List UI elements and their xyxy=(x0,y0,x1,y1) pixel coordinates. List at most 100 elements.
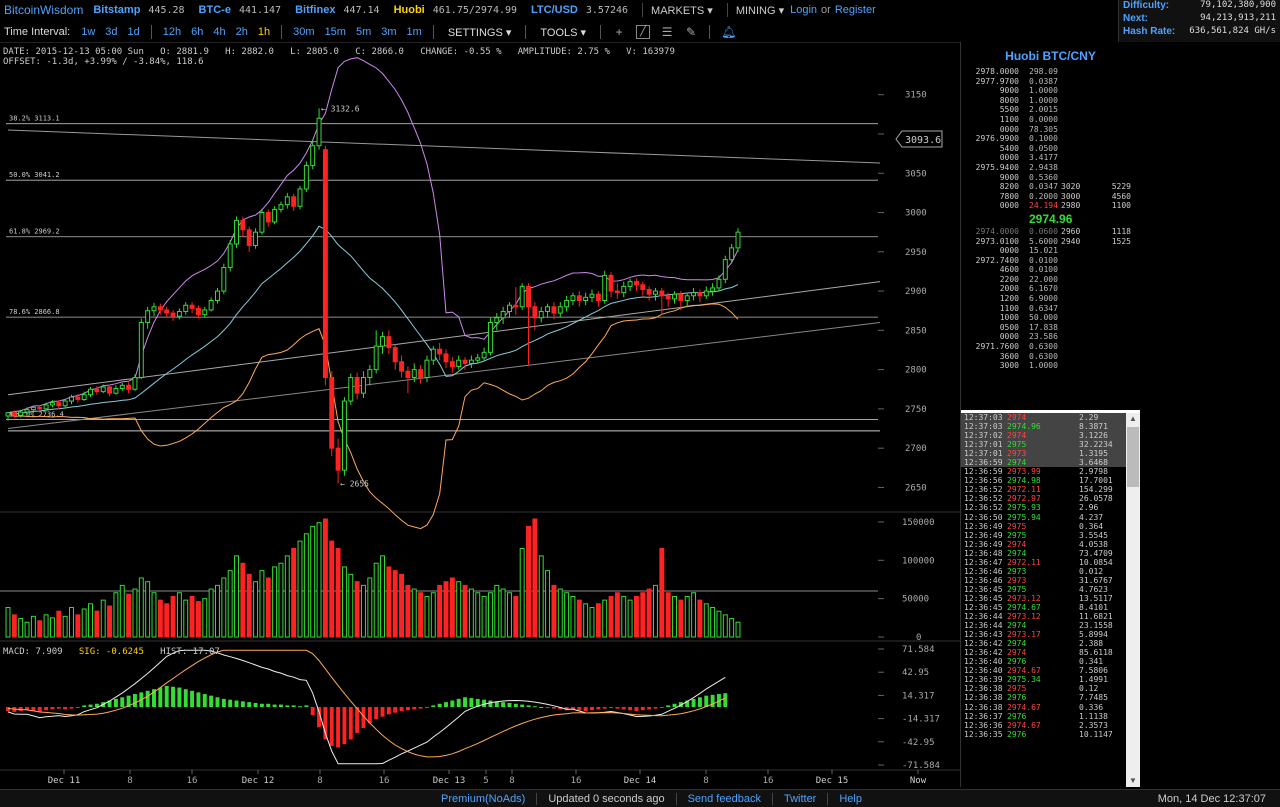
market-ltc-usd[interactable]: LTC/USD 3.57246 xyxy=(531,4,628,16)
tools-menu[interactable]: TOOLS ▾ xyxy=(540,26,587,39)
twitter-link[interactable]: Twitter xyxy=(783,792,817,805)
interval-1w[interactable]: 1w xyxy=(81,26,96,38)
trade-time: 12:36:46 xyxy=(964,566,1003,576)
macd-hist-bar xyxy=(672,703,677,707)
candle-body xyxy=(468,359,474,364)
interval-3d[interactable]: 3d xyxy=(105,26,118,38)
order-price: 9000 xyxy=(999,172,1019,182)
order-book-mid-price: 2974.96 xyxy=(1029,211,1073,226)
difficulty-label: Difficulty: xyxy=(1123,0,1170,11)
volume-bar xyxy=(462,584,468,638)
interval-1h[interactable]: 1h xyxy=(257,26,271,38)
depth-amount xyxy=(1101,284,1131,294)
candle-body xyxy=(621,285,627,294)
candle-body xyxy=(722,259,728,280)
trade-time: 12:36:36 xyxy=(964,720,1003,730)
market-name[interactable]: LTC/USD xyxy=(531,4,578,16)
order-book-row: 0000 3.4177 xyxy=(961,153,1140,163)
interval-30m[interactable]: 30m xyxy=(293,26,315,38)
update-status: Updated 0 seconds ago xyxy=(548,792,665,805)
order-book-row: 0500 17.838 xyxy=(961,323,1140,333)
volume-bar xyxy=(5,607,11,638)
order-price: 9000 xyxy=(999,86,1019,96)
feedback-link[interactable]: Send feedback xyxy=(687,792,761,805)
trade-row: 12:36:40 2976 0.341 xyxy=(961,657,1140,666)
market-huobi[interactable]: Huobi 461.75/2974.99 xyxy=(394,4,517,16)
scroll-up-icon[interactable]: ▲ xyxy=(1129,414,1137,423)
parallel-lines-icon[interactable]: ☰ xyxy=(661,25,673,39)
volume-bar xyxy=(684,595,690,638)
chart-canvas[interactable]: 3150310030503000295029002850280027502700… xyxy=(0,43,960,788)
trade-price: 2974.67 xyxy=(1007,720,1041,730)
trend-line xyxy=(7,129,881,164)
depth-amount xyxy=(1101,352,1131,362)
site-logo[interactable]: BitcoinWisdom xyxy=(4,3,84,17)
volume-bar xyxy=(81,608,87,638)
depth-amount xyxy=(1101,294,1131,304)
order-book-title[interactable]: Huobi BTC/CNY xyxy=(1005,49,1096,63)
macd-tick-label: -14.317 xyxy=(902,715,940,725)
candle-body xyxy=(354,376,360,394)
settings-menu[interactable]: SETTINGS ▾ xyxy=(447,26,512,39)
scroll-down-icon[interactable]: ▼ xyxy=(1129,776,1137,785)
order-book-row: 0000 23.586 xyxy=(961,332,1140,342)
volume-bar xyxy=(437,584,443,638)
login-link[interactable]: Login xyxy=(790,4,818,16)
interval-1d[interactable]: 1d xyxy=(127,26,140,38)
interval-2h[interactable]: 2h xyxy=(235,26,248,38)
candle-info-line2: OFFSET: -1.3d, +3.99% / -3.84%, 118.6 xyxy=(3,57,204,67)
macd-hist-bar xyxy=(577,707,582,711)
depth-price xyxy=(1061,304,1101,314)
trade-scrollbar[interactable]: ▲ ▼ xyxy=(1126,413,1140,787)
interval-12h[interactable]: 12h xyxy=(162,26,182,38)
macd-hist-bar xyxy=(609,707,614,708)
interval-5m[interactable]: 5m xyxy=(355,26,372,38)
interval-6h[interactable]: 6h xyxy=(191,26,204,38)
trade-row: 12:36:59 2974 3.6468 xyxy=(961,458,1140,468)
price-chart[interactable]: 3150310030503000295029002850280027502700… xyxy=(0,42,960,787)
candle-body xyxy=(272,208,278,223)
interval-3m[interactable]: 3m xyxy=(381,26,397,38)
order-book-row: 3600 0.6300 xyxy=(961,352,1140,362)
trade-row: 12:36:43 2973.17 5.8994 xyxy=(961,630,1140,639)
register-link[interactable]: Register xyxy=(834,4,876,16)
premium-link[interactable]: Premium(NoAds) xyxy=(441,792,526,805)
markets-menu[interactable]: MARKETS ▾ xyxy=(651,4,713,17)
trade-price: 2973.12 xyxy=(1007,612,1041,622)
bell-icon[interactable]: 🔔︎ xyxy=(721,25,737,39)
scroll-thumb[interactable] xyxy=(1127,427,1139,487)
interval-15m[interactable]: 15m xyxy=(324,26,346,38)
candle-body xyxy=(519,285,525,308)
candle-body xyxy=(24,409,30,413)
mining-menu[interactable]: MINING ▾ xyxy=(735,4,785,17)
macd-hist-bar xyxy=(685,700,690,707)
volume-bar xyxy=(354,581,360,638)
trade-row: 12:36:46 2973 31.6767 xyxy=(961,576,1140,585)
market-bitfinex[interactable]: Bitfinex 447.14 xyxy=(295,4,379,16)
candle-body xyxy=(265,212,271,223)
market-btc-e[interactable]: BTC-e 441.147 xyxy=(199,4,282,16)
candle-body xyxy=(653,290,658,295)
order-book-row: 2978.0000 298.09 xyxy=(961,67,1140,77)
market-name[interactable]: BTC-e xyxy=(198,4,231,16)
market-name[interactable]: Bitstamp xyxy=(93,4,141,16)
interval-1m[interactable]: 1m xyxy=(406,26,422,38)
volume-bar xyxy=(697,599,703,638)
order-amount: 2.0015 xyxy=(1029,105,1058,115)
market-bitstamp[interactable]: Bitstamp 445.28 xyxy=(93,4,184,16)
line-tool-icon[interactable]: ╱ xyxy=(636,25,651,39)
candle-body xyxy=(614,290,620,294)
interval-4h[interactable]: 4h xyxy=(213,26,226,38)
macd-hist-bar xyxy=(513,703,518,707)
trade-amount: 1.4991 xyxy=(1079,675,1108,685)
trade-row: 12:36:50 2975.94 4.237 xyxy=(961,513,1140,522)
market-name[interactable]: Huobi xyxy=(393,4,425,16)
help-link[interactable]: Help xyxy=(839,792,862,805)
trade-history-header xyxy=(961,410,1140,413)
market-name[interactable]: Bitfinex xyxy=(295,4,336,16)
plus-icon[interactable]: + xyxy=(615,25,623,39)
brush-icon[interactable]: ✎ xyxy=(686,25,697,39)
depth-amount: 4560 xyxy=(1111,191,1131,201)
volume-bar xyxy=(56,610,62,638)
trade-amount: 0.341 xyxy=(1079,657,1104,667)
